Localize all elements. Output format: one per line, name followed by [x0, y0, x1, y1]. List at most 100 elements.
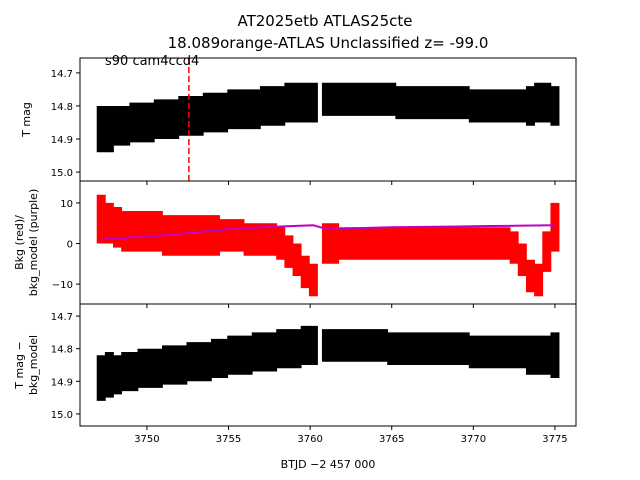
point [364, 342, 371, 349]
point [502, 348, 509, 355]
point [388, 240, 395, 247]
point [220, 109, 227, 116]
point [294, 99, 301, 106]
point [339, 240, 346, 247]
point [429, 240, 436, 247]
point [302, 268, 309, 275]
point [462, 345, 469, 352]
point [519, 256, 526, 263]
point [122, 368, 129, 375]
point [347, 342, 354, 349]
point [98, 126, 105, 133]
point [511, 348, 518, 355]
y-tick-label: 14.7 [51, 69, 73, 80]
point [130, 119, 137, 126]
point [310, 277, 317, 284]
point [106, 126, 113, 133]
point [413, 345, 420, 352]
point [106, 220, 113, 227]
point [543, 248, 550, 255]
point [413, 99, 420, 106]
point [356, 96, 363, 103]
annotation: s90 cam4ccd4 [105, 54, 199, 69]
point [478, 240, 485, 247]
point [454, 240, 461, 247]
point [486, 348, 493, 355]
x-tick-label: 3765 [379, 434, 404, 445]
point [285, 248, 292, 255]
point [228, 352, 235, 359]
point [171, 362, 178, 368]
point [339, 342, 346, 349]
point [364, 240, 371, 247]
point [196, 358, 203, 365]
point [437, 345, 444, 352]
title-line: AT2025etb ATLAS25cte [237, 12, 412, 30]
point [372, 240, 379, 247]
point [323, 342, 330, 349]
y-tick-label: 14.9 [51, 135, 73, 146]
x-tick-label: 3775 [542, 434, 567, 445]
point [269, 102, 276, 109]
y-tick-label: 14.9 [51, 377, 73, 388]
point [445, 240, 452, 247]
point [470, 348, 477, 355]
point [356, 342, 363, 349]
point [519, 102, 526, 109]
x-tick-label: 3760 [297, 434, 322, 445]
point [294, 345, 301, 352]
point [179, 112, 186, 119]
point [396, 99, 403, 106]
point [380, 240, 387, 247]
point [502, 240, 509, 247]
point [543, 99, 550, 106]
x-axis-label: BTJD −2 457 000 [281, 458, 376, 471]
point [277, 345, 284, 352]
point [139, 365, 146, 372]
point [372, 96, 379, 103]
point [147, 228, 154, 235]
y-axis-label: bkg_model (purple) [27, 189, 40, 296]
plot-area [96, 194, 560, 297]
point [302, 99, 309, 106]
point [228, 106, 235, 113]
point [445, 345, 452, 352]
point [543, 352, 550, 359]
y-tick-label: 14.8 [51, 102, 73, 113]
point [429, 99, 436, 106]
point [277, 240, 284, 247]
point [269, 236, 276, 243]
axes-frame [79, 303, 577, 427]
point [277, 102, 284, 109]
y-tick-label: 10 [60, 199, 73, 210]
point [163, 362, 170, 368]
point [535, 99, 542, 106]
point [380, 96, 387, 103]
point [155, 365, 162, 372]
point [445, 99, 452, 106]
y-tick-label: 15.0 [51, 410, 73, 421]
point [204, 109, 211, 116]
point [551, 352, 558, 359]
point [388, 345, 395, 352]
point [187, 232, 194, 239]
point [212, 109, 219, 116]
point [261, 348, 268, 355]
point [470, 240, 477, 247]
point [527, 352, 534, 359]
point [494, 102, 501, 109]
plot-area [96, 82, 560, 153]
point [236, 352, 243, 359]
point [245, 236, 252, 243]
point [437, 99, 444, 106]
point [478, 348, 485, 355]
point [310, 99, 317, 106]
point [253, 348, 260, 355]
point [171, 116, 178, 123]
point [454, 345, 461, 352]
point [302, 342, 309, 349]
point [204, 232, 211, 239]
point [196, 112, 203, 119]
point [494, 348, 501, 355]
